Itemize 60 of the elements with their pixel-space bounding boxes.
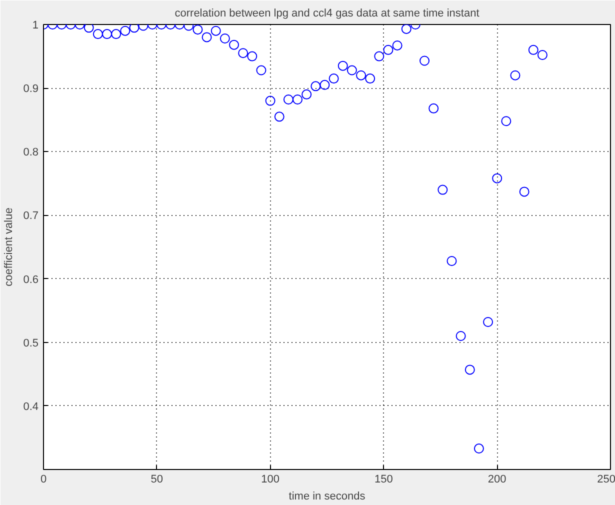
- point: [483, 317, 494, 328]
- point: [420, 56, 430, 66]
- y-tick-label: 0.7: [23, 210, 39, 222]
- y-tick-label: 1: [32, 20, 39, 32]
- point: [102, 29, 112, 40]
- point: [210, 26, 221, 36]
- x-tick-label: 0: [40, 474, 47, 486]
- point: [320, 80, 330, 90]
- point: [338, 60, 348, 71]
- x-tick-label: 100: [261, 474, 280, 486]
- point: [510, 70, 520, 80]
- point: [383, 44, 394, 55]
- point: [220, 33, 230, 44]
- point: [111, 29, 122, 40]
- point: [129, 24, 140, 33]
- x-tick-label: 250: [597, 474, 615, 486]
- point: [446, 256, 457, 266]
- point: [292, 94, 303, 105]
- point: [365, 74, 376, 84]
- point: [537, 50, 548, 60]
- y-axis-title: coefficient value: [3, 208, 16, 286]
- point: [528, 44, 538, 55]
- y-tick-label: 0.8: [23, 146, 39, 159]
- y-tick-label: 0.5: [23, 337, 39, 350]
- x-tick-label: 150: [374, 474, 393, 486]
- point: [474, 444, 484, 454]
- point: [346, 65, 357, 76]
- point: [356, 70, 366, 80]
- x-tick-label: 50: [150, 474, 164, 486]
- point: [401, 24, 412, 34]
- point: [392, 40, 402, 50]
- point: [247, 51, 258, 62]
- point: [274, 112, 284, 122]
- x-tick-label: 200: [488, 474, 506, 486]
- point: [374, 51, 384, 62]
- point: [456, 331, 466, 341]
- point: [438, 184, 448, 195]
- y-tick-label: 0.6: [23, 274, 39, 286]
- y-tick-label: 0.4: [23, 400, 39, 413]
- chart-title: correlation between lpg and ccl4 gas data at same time instant: [174, 8, 480, 20]
- point: [428, 103, 439, 114]
- point: [283, 94, 294, 105]
- point: [202, 32, 212, 42]
- point: [492, 173, 502, 184]
- point: [265, 96, 276, 106]
- point: [310, 81, 321, 92]
- point: [84, 24, 94, 33]
- point: [229, 40, 240, 50]
- x-axis-title: time in seconds: [288, 490, 366, 502]
- point: [238, 48, 248, 58]
- point: [120, 26, 130, 36]
- point: [464, 364, 475, 375]
- point: [519, 186, 530, 197]
- point: [302, 89, 312, 100]
- point: [92, 29, 103, 40]
- point: [328, 74, 339, 84]
- point: [501, 116, 512, 126]
- point: [256, 65, 266, 76]
- point: [192, 24, 203, 35]
- y-tick-label: 0.9: [23, 83, 39, 96]
